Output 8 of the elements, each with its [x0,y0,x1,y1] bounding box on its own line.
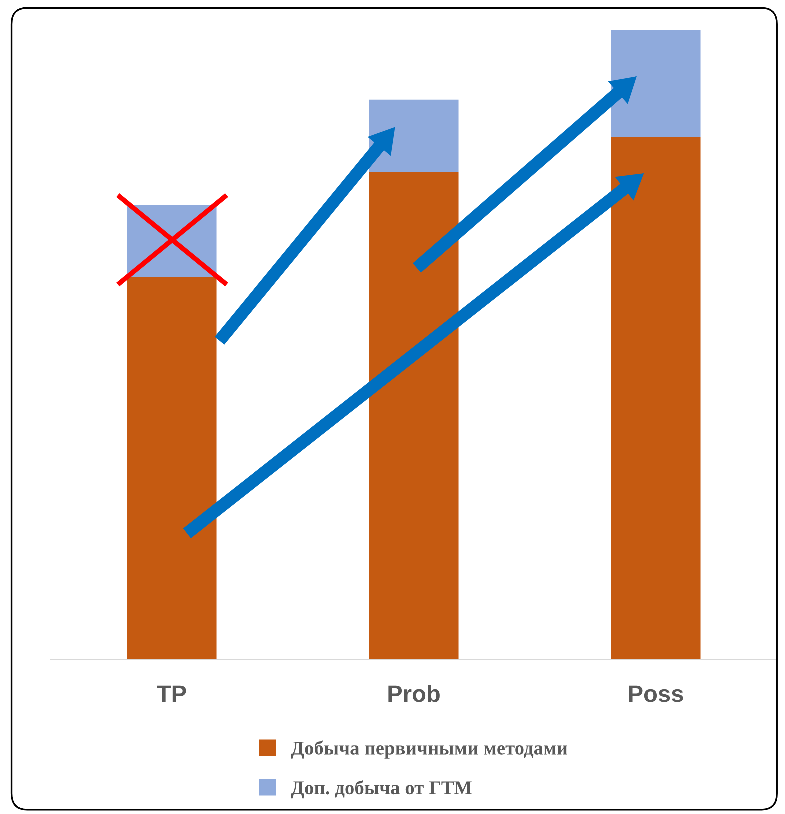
bar [611,30,701,138]
legend-label: Добыча первичными методами [291,740,568,759]
bar [369,100,459,172]
x-tick-label: TP [157,686,186,702]
bar [611,137,701,660]
legend-label: Доп. добыча от ГТМ [291,780,472,799]
x-tick-label: Poss [629,686,684,702]
x-tick-label: Prob [388,685,440,702]
